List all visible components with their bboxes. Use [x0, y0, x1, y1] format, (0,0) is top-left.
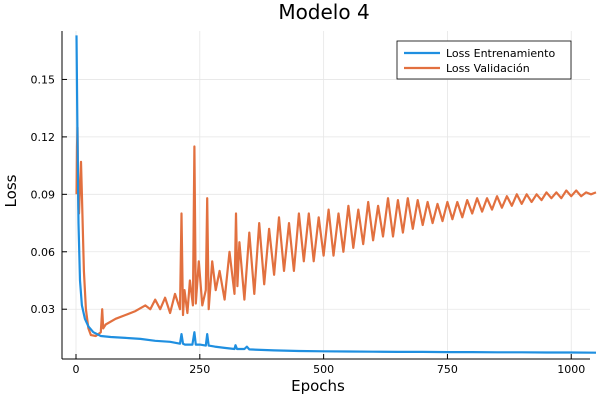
- y-tick-label: 0.03: [31, 303, 56, 316]
- series-line-train-loss: [75, 35, 597, 354]
- y-tick-label: 0.12: [31, 131, 56, 144]
- x-tick-label: 0: [73, 363, 80, 376]
- y-tick-label: 0.06: [31, 246, 56, 259]
- y-axis-label: Loss: [2, 174, 20, 207]
- ticks: 0 250 500 750 1000 0.03 0.06 0.09 0.12 0.15: [31, 73, 586, 376]
- grid: [62, 31, 590, 359]
- x-tick-label: 750: [437, 363, 458, 376]
- x-axis-label: Epochs: [291, 377, 345, 395]
- y-tick-label: 0.15: [31, 73, 56, 86]
- legend-box: [396, 40, 572, 80]
- chart-title: Modelo 4: [278, 0, 369, 24]
- legend-label-validation: Loss Validación: [446, 62, 530, 75]
- x-tick-label: 250: [189, 363, 210, 376]
- legend: Loss Entrenamiento Loss Validación: [396, 40, 572, 80]
- x-tick-label: 500: [313, 363, 334, 376]
- y-tick-label: 0.09: [31, 188, 56, 201]
- legend-label-train: Loss Entrenamiento: [446, 47, 555, 60]
- series-line-validation-loss: [75, 126, 597, 338]
- series: [75, 35, 597, 354]
- x-tick-label: 1000: [557, 363, 585, 376]
